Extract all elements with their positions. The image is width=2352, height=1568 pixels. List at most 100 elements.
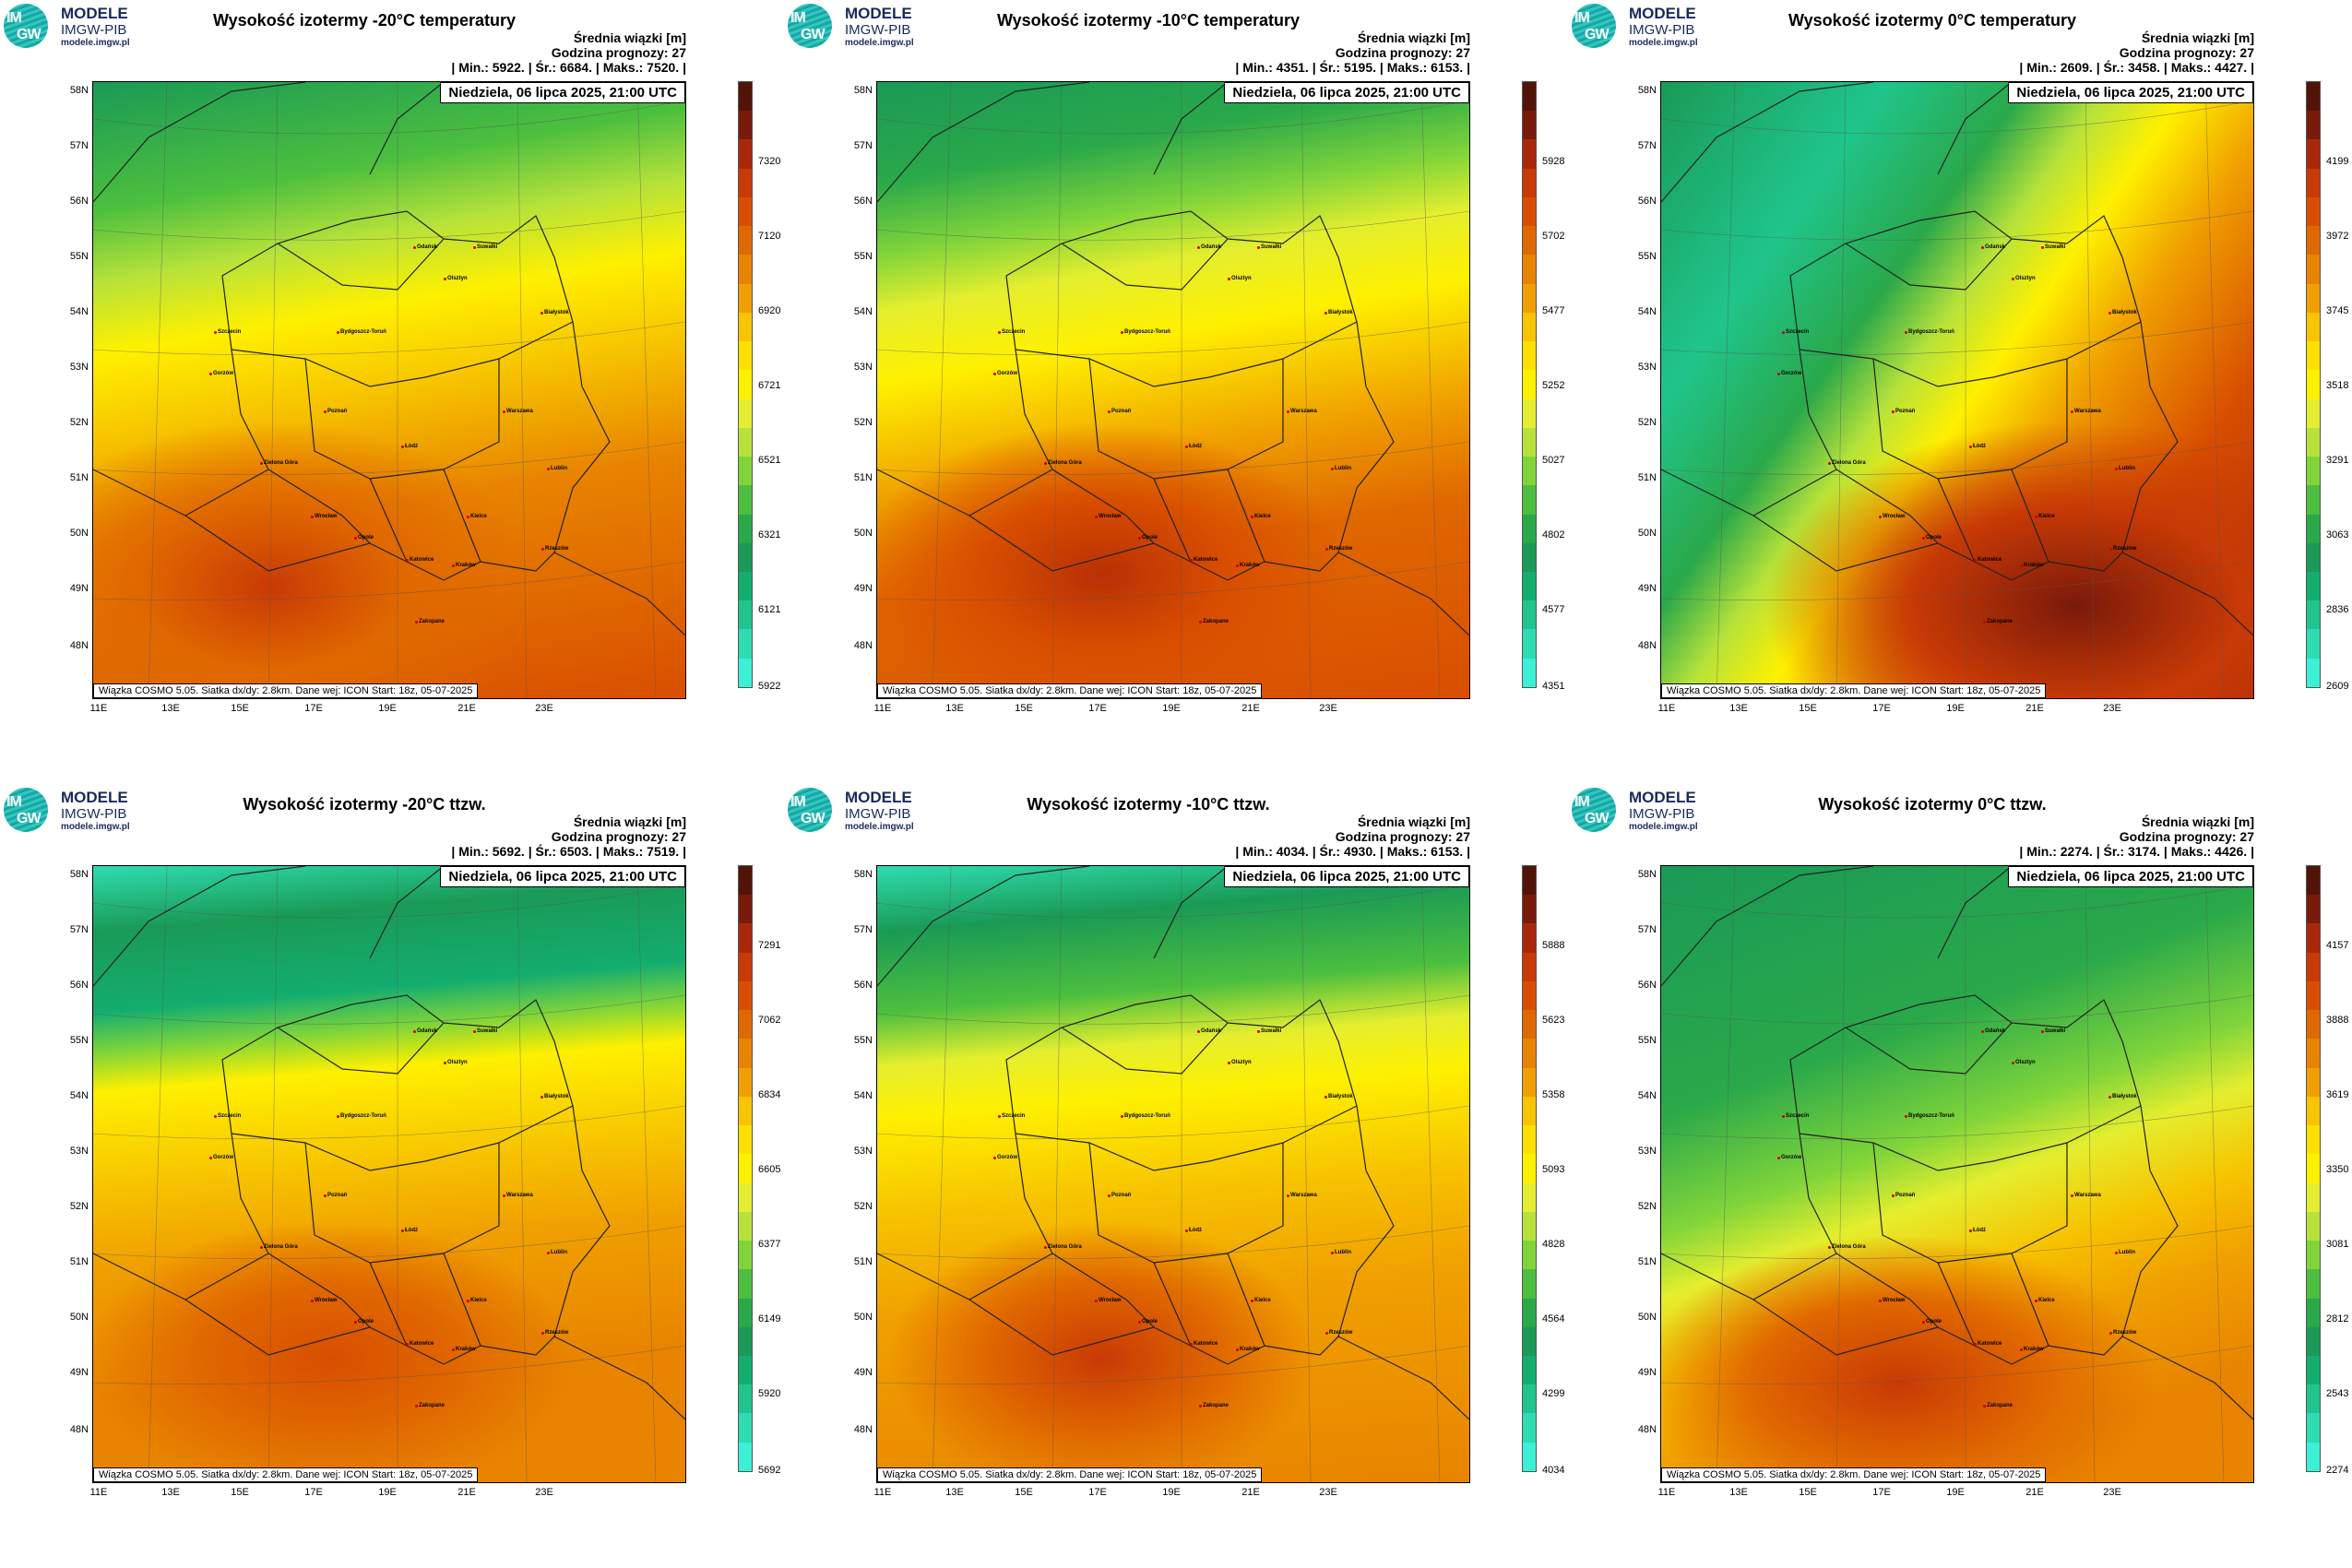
imgw-logo[interactable]: IM GW MODELE IMGW-PIB modele.imgw.pl [788,4,981,52]
map-area[interactable]: Gdańsk Suwałki Olsztyn Szczecin Bydgoszcz-To… [1660,865,2254,1483]
logo-gw-text: GW [17,811,42,826]
colorbar-label: 3350 [2326,1164,2349,1175]
stats-header: Średnia wiązki [m] [1357,30,1470,45]
colorbar-cell [1523,168,1536,197]
longitude-label: 21E [457,703,476,714]
stats-values: | Min.: 2609. | Śr.: 3458. | Maks.: 4427… [2019,60,2254,75]
longitude-label: 17E [1872,703,1891,714]
city-label: Zakopane [414,619,445,624]
colorbar-label: 3063 [2326,529,2349,540]
colorbar-cell [739,196,752,227]
imgw-logo[interactable]: IM GW MODELE IMGW-PIB modele.imgw.pl [4,4,197,52]
latitude-label: 49N [853,583,873,594]
city-label: Zielona Góra [1044,460,1082,466]
colorbar [2306,81,2321,688]
map-area[interactable]: Gdańsk Suwałki Olsztyn Szczecin Bydgoszcz-To… [1660,81,2254,699]
colorbar-label: 6149 [758,1313,781,1324]
map-area[interactable]: Gdańsk Suwałki Olsztyn Szczecin Bydgoszcz-To… [92,865,686,1483]
latitude-label: 54N [69,1090,89,1101]
city-label: Gorzów [1777,1155,1801,1160]
longitude-label: 23E [535,703,553,714]
latitude-label: 48N [1637,640,1657,651]
longitude-label: 13E [945,1487,964,1498]
colorbar-label: 5477 [1542,305,1565,316]
city-label: Szczecin [997,1113,1026,1119]
imgw-logo-icon: IM GW [788,4,832,48]
colorbar-cell [739,514,752,543]
city-label: Zielona Góra [1828,1244,1866,1250]
colorbar-cell [1523,600,1536,630]
colorbar-cell [2307,923,2320,953]
logo-im-text: IM [1574,10,1590,26]
city-label: Białystok [2108,310,2137,315]
colorbar-cell [739,923,752,953]
border-lines [1661,82,2253,698]
colorbar-cell [2307,542,2320,572]
colorbar-label: 2609 [2326,681,2349,692]
city-label: Gdańsk [412,1028,438,1034]
imgw-logo[interactable]: IM GW MODELE IMGW-PIB modele.imgw.pl [1572,788,1765,836]
latitude-label: 56N [853,980,873,991]
logo-line1: MODELE [1629,789,1696,806]
colorbar-cell [2307,82,2320,112]
map-area[interactable]: Gdańsk Suwałki Olsztyn Szczecin Bydgoszcz-To… [876,81,1470,699]
colorbar-label: 5252 [1542,380,1565,391]
imgw-logo[interactable]: IM GW MODELE IMGW-PIB modele.imgw.pl [1572,4,1765,52]
longitude-label: 15E [231,703,249,714]
colorbar-cell [739,139,752,169]
map-area[interactable]: Gdańsk Suwałki Olsztyn Szczecin Bydgoszcz-To… [92,81,686,699]
border-lines [877,82,1469,698]
colorbar-cell [739,82,752,112]
logo-line1: MODELE [1629,5,1696,22]
colorbar-label: 2543 [2326,1388,2349,1399]
latitude-label: 49N [1637,583,1657,594]
border-lines [93,866,685,1482]
border-lines [1661,866,2253,1482]
logo-gw-text: GW [801,27,826,42]
city-label: Suwałki [472,1028,498,1034]
colorbar-cell [739,398,752,428]
forecast-hour: Godzina prognozy: 27 [1335,829,1470,844]
longitude-label: 21E [1241,703,1260,714]
colorbar-label: 5623 [1542,1015,1565,1026]
city-label: Lublin [2115,466,2135,471]
city-label: Zielona Góra [1828,460,1866,466]
latitude-label: 53N [69,362,89,373]
longitude-label: 17E [304,703,323,714]
longitude-label: 17E [1872,1487,1891,1498]
colorbar-label: 4034 [1542,1465,1565,1476]
longitude-label: 23E [1319,703,1337,714]
latitude-label: 51N [1637,472,1657,483]
colorbar-cell [739,485,752,515]
colorbar-cell [1523,1241,1536,1270]
logo-url: modele.imgw.pl [1629,38,1698,48]
colorbar-label: 5692 [758,1465,781,1476]
colorbar-cell [1523,1211,1536,1241]
logo-url: modele.imgw.pl [61,822,130,832]
model-footer: Wiązka COSMO 5.05. Siatka dx/dy: 2.8km. … [877,1467,1263,1482]
panel-title: Wysokość izotermy -10°C ttzw. [1027,795,1270,814]
city-label: Zakopane [1198,1403,1229,1408]
longitude-label: 11E [873,1487,892,1498]
forecast-hour: Godzina prognozy: 27 [2119,45,2254,60]
model-footer: Wiązka COSMO 5.05. Siatka dx/dy: 2.8km. … [1661,683,2047,698]
longitude-label: 15E [231,1487,249,1498]
city-label: Bydgoszcz-Toruń [1905,1113,1954,1119]
colorbar-cell [739,980,752,1011]
forecast-panel: IM GW MODELE IMGW-PIB modele.imgw.pl Wysokość… [1568,784,2352,1568]
colorbar-label: 5027 [1542,455,1565,466]
imgw-logo[interactable]: IM GW MODELE IMGW-PIB modele.imgw.pl [4,788,197,836]
latitude-label: 56N [1637,980,1657,991]
colorbar-label: 7120 [758,231,781,242]
colorbar-cell [739,1211,752,1241]
colorbar-label: 6377 [758,1239,781,1250]
colorbar-cell [1523,1269,1536,1299]
city-label: Opole [1137,535,1158,540]
city-label: Opole [1921,535,1942,540]
latitude-label: 50N [1637,1312,1657,1323]
map-area[interactable]: Gdańsk Suwałki Olsztyn Szczecin Bydgoszcz-To… [876,865,1470,1483]
imgw-logo[interactable]: IM GW MODELE IMGW-PIB modele.imgw.pl [788,788,981,836]
city-label: Kraków [452,563,476,568]
stats-values: | Min.: 5922. | Śr.: 6684. | Maks.: 7520… [451,60,686,75]
forecast-panel: IM GW MODELE IMGW-PIB modele.imgw.pl Wysokość… [0,0,784,784]
